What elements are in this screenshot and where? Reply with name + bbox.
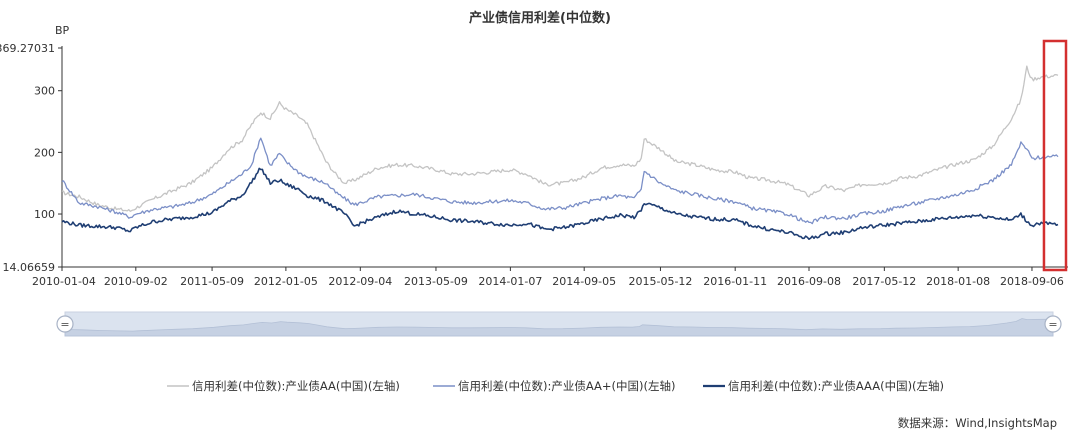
x-tick-label: 2013-05-09 bbox=[404, 275, 468, 288]
y-tick-label: 200 bbox=[34, 146, 55, 159]
x-tick-label: 2011-05-09 bbox=[180, 275, 244, 288]
x-tick-label: 2016-09-08 bbox=[777, 275, 841, 288]
datazoom-left-handle[interactable]: = bbox=[56, 315, 74, 333]
x-tick-label: 2017-05-12 bbox=[852, 275, 916, 288]
equals-icon[interactable] bbox=[1044, 315, 1062, 333]
datazoom-preview bbox=[64, 318, 1054, 337]
highlight-layer bbox=[1042, 39, 1068, 272]
datazoom-right-handle[interactable]: = bbox=[1044, 315, 1062, 333]
x-tick-label: 2012-09-04 bbox=[328, 275, 392, 288]
x-tick-label: 2018-09-06 bbox=[1000, 275, 1064, 288]
handle-glyph: = bbox=[1048, 318, 1057, 331]
legend-item: 信用利差(中位数):产业债AA+(中国)(左轴) bbox=[433, 379, 675, 393]
legend-item: 信用利差(中位数):产业债AAA(中国)(左轴) bbox=[703, 379, 944, 393]
chart-title: 产业债信用利差(中位数) bbox=[469, 10, 611, 26]
series-line bbox=[61, 137, 1059, 225]
series-line bbox=[61, 167, 1059, 240]
legend-label: 信用利差(中位数):产业债AAA(中国)(左轴) bbox=[728, 379, 944, 393]
y-tick-label: 300 bbox=[34, 85, 55, 98]
x-tick-label: 2010-09-02 bbox=[104, 275, 168, 288]
x-tick-label: 2015-05-12 bbox=[628, 275, 692, 288]
series-line bbox=[61, 65, 1059, 212]
y-tick-label: 369.27031 bbox=[0, 42, 55, 55]
x-tick-label: 2012-01-05 bbox=[254, 275, 318, 288]
y-tick-label: 100 bbox=[34, 208, 55, 221]
datazoom-slider[interactable]: = = bbox=[56, 311, 1062, 337]
legend-label: 信用利差(中位数):产业债AA(中国)(左轴) bbox=[192, 379, 400, 393]
y-axis: 369.27031 300 200 100 14.06659 bbox=[0, 42, 63, 274]
x-tick-label: 2014-09-05 bbox=[552, 275, 616, 288]
series-layer bbox=[61, 65, 1059, 240]
x-tick-label: 2016-01-11 bbox=[703, 275, 767, 288]
legend: 信用利差(中位数):产业债AA(中国)(左轴) 信用利差(中位数):产业债AA+(… bbox=[167, 379, 944, 393]
equals-icon[interactable] bbox=[56, 315, 74, 333]
highlight-box bbox=[1042, 39, 1068, 272]
y-tick-label: 14.06659 bbox=[3, 261, 56, 274]
x-tick-label: 2018-01-08 bbox=[926, 275, 990, 288]
x-tick-label: 2010-01-04 bbox=[32, 275, 96, 288]
source-note: 数据来源：Wind,InsightsMap bbox=[898, 416, 1057, 430]
y-axis-unit: BP bbox=[55, 24, 70, 37]
legend-label: 信用利差(中位数):产业债AA+(中国)(左轴) bbox=[458, 379, 675, 393]
legend-item: 信用利差(中位数):产业债AA(中国)(左轴) bbox=[167, 379, 400, 393]
handle-glyph: = bbox=[60, 318, 69, 331]
x-tick-label: 2014-01-07 bbox=[478, 275, 542, 288]
x-axis: 2010-01-04 2010-09-02 2011-05-09 2012-01-05… bbox=[32, 266, 1068, 288]
